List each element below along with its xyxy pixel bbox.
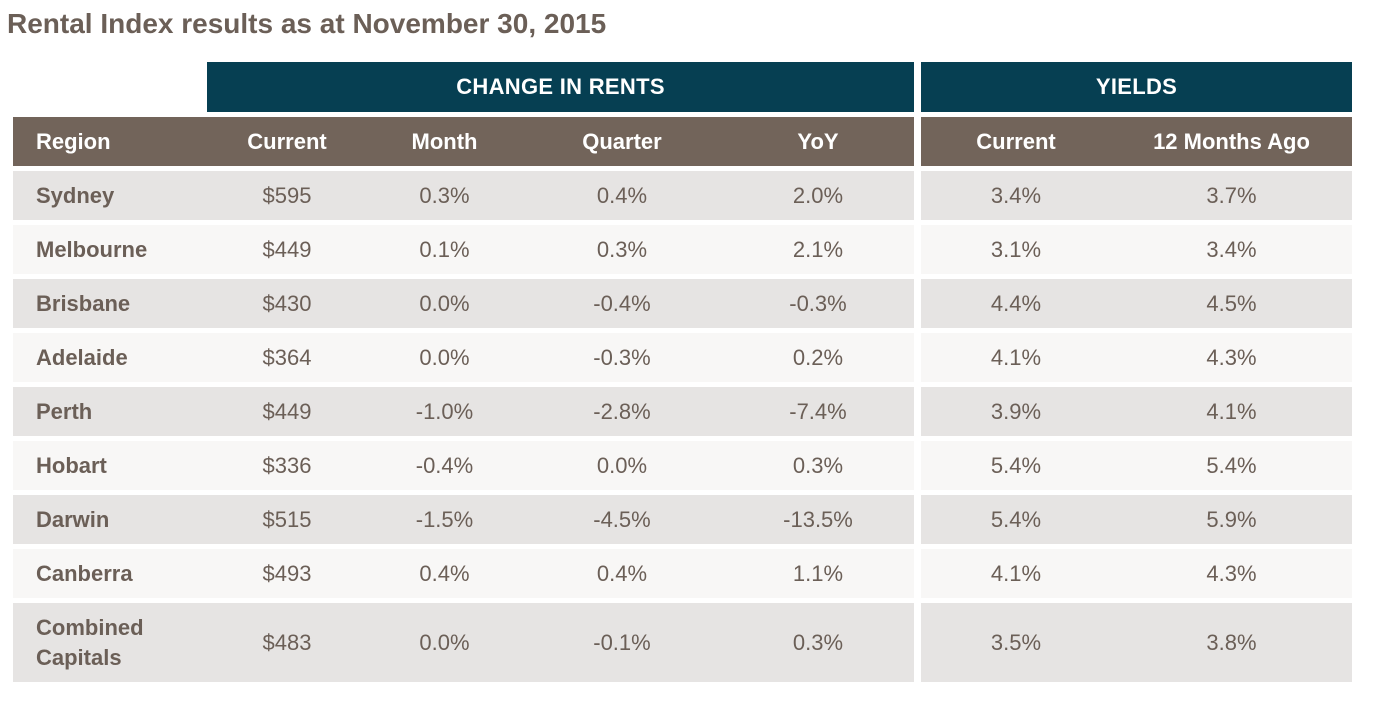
region-cell: Hobart xyxy=(36,452,107,478)
table-row: 4.1% 4.3% xyxy=(921,333,1352,382)
yoy-change-cell: 1.1% xyxy=(792,560,844,586)
table-row: Hobart $336 -0.4% 0.0% 0.3% xyxy=(13,441,914,490)
group-header-yields: YIELDS xyxy=(921,62,1352,112)
yoy-change-cell: 2.1% xyxy=(792,236,844,262)
current-rent-cell: $595 xyxy=(262,182,312,208)
yield-current-cell: 5.4% xyxy=(990,506,1042,532)
current-rent-cell: $493 xyxy=(262,560,312,586)
table-row: 3.5% 3.8% xyxy=(921,603,1352,682)
yield-12-months-ago-cell: 4.3% xyxy=(1206,344,1257,370)
current-rent-cell: $430 xyxy=(262,290,312,316)
region-cell: Sydney xyxy=(36,182,115,208)
month-change-cell: 0.1% xyxy=(419,236,470,262)
region-cell: Perth xyxy=(36,398,93,424)
rents-rows: Sydney $595 0.3% 0.4% 2.0% Melbourne $449 0.1% 0… xyxy=(13,171,914,682)
column-header-yield-current: Current xyxy=(976,128,1056,154)
quarter-change-cell: -0.1% xyxy=(593,629,651,655)
month-change-cell: -1.5% xyxy=(415,506,474,532)
yield-current-cell: 4.1% xyxy=(990,344,1042,370)
month-change-cell: 0.3% xyxy=(419,182,470,208)
yield-12-months-ago-cell: 3.8% xyxy=(1206,629,1257,655)
rents-column-header-row: Region Current Month Quarter YoY xyxy=(13,117,914,166)
month-change-cell: -1.0% xyxy=(415,398,474,424)
current-rent-cell: $449 xyxy=(262,236,312,262)
yield-12-months-ago-cell: 5.4% xyxy=(1206,452,1257,478)
table-row: Combined Capitals $483 0.0% -0.1% 0.3% xyxy=(13,603,914,682)
yields-column-header-row: Current 12 Months Ago xyxy=(921,117,1352,166)
yield-current-cell: 5.4% xyxy=(990,452,1042,478)
column-header-yield-12-months-ago: 12 Months Ago xyxy=(1153,128,1310,154)
yoy-change-cell: -13.5% xyxy=(783,506,853,532)
table-row: 5.4% 5.4% xyxy=(921,441,1352,490)
quarter-change-cell: -0.3% xyxy=(593,344,651,370)
table-row: Adelaide $364 0.0% -0.3% 0.2% xyxy=(13,333,914,382)
quarter-change-cell: 0.3% xyxy=(596,236,648,262)
region-cell: Combined Capitals xyxy=(36,614,144,670)
yield-current-cell: 3.9% xyxy=(990,398,1042,424)
yield-12-months-ago-cell: 4.5% xyxy=(1206,290,1257,316)
yoy-change-cell: 0.3% xyxy=(792,629,844,655)
yield-current-cell: 4.1% xyxy=(990,560,1042,586)
quarter-change-cell: -0.4% xyxy=(593,290,651,316)
yield-12-months-ago-cell: 4.1% xyxy=(1206,398,1257,424)
month-change-cell: -0.4% xyxy=(415,452,474,478)
region-cell: Brisbane xyxy=(36,290,131,316)
yield-current-cell: 3.1% xyxy=(990,236,1042,262)
table-row: 4.4% 4.5% xyxy=(921,279,1352,328)
table-row: 3.4% 3.7% xyxy=(921,171,1352,220)
table-row: Brisbane $430 0.0% -0.4% -0.3% xyxy=(13,279,914,328)
yield-current-cell: 3.4% xyxy=(990,182,1042,208)
yields-rows: 3.4% 3.7% 3.1% 3.4% 4.4% 4.5% 4.1% 4.3% 3.9% 4.1%… xyxy=(921,171,1352,682)
table-row: 5.4% 5.9% xyxy=(921,495,1352,544)
quarter-change-cell: -4.5% xyxy=(593,506,651,532)
quarter-change-cell: 0.4% xyxy=(596,560,648,586)
month-change-cell: 0.0% xyxy=(419,344,470,370)
yields-table: Current 12 Months Ago 3.4% 3.7% 3.1% 3.4% 4.… xyxy=(921,117,1352,682)
column-header-quarter: Quarter xyxy=(582,128,662,154)
current-rent-cell: $336 xyxy=(262,452,312,478)
region-cell: Canberra xyxy=(36,560,133,586)
current-rent-cell: $483 xyxy=(262,629,312,655)
table-row: Canberra $493 0.4% 0.4% 1.1% xyxy=(13,549,914,598)
yield-12-months-ago-cell: 5.9% xyxy=(1206,506,1257,532)
region-cell: Melbourne xyxy=(36,236,148,262)
column-header-current: Current xyxy=(247,128,327,154)
quarter-change-cell: 0.0% xyxy=(596,452,648,478)
table-row: Darwin $515 -1.5% -4.5% -13.5% xyxy=(13,495,914,544)
page-title: Rental Index results as at November 30, … xyxy=(7,8,607,39)
column-header-region: Region xyxy=(36,128,111,154)
rents-table: Region Current Month Quarter YoY Sydney $… xyxy=(13,117,914,682)
yoy-change-cell: 0.2% xyxy=(792,344,844,370)
yoy-change-cell: -7.4% xyxy=(789,398,847,424)
yield-12-months-ago-cell: 4.3% xyxy=(1206,560,1257,586)
current-rent-cell: $364 xyxy=(262,344,312,370)
yield-12-months-ago-cell: 3.7% xyxy=(1206,182,1257,208)
current-rent-cell: $449 xyxy=(262,398,312,424)
table-row: 4.1% 4.3% xyxy=(921,549,1352,598)
current-rent-cell: $515 xyxy=(262,506,312,532)
month-change-cell: 0.0% xyxy=(419,290,470,316)
column-header-month: Month xyxy=(411,128,478,154)
table-row: 3.1% 3.4% xyxy=(921,225,1352,274)
yoy-change-cell: -0.3% xyxy=(789,290,847,316)
yoy-change-cell: 0.3% xyxy=(792,452,844,478)
yoy-change-cell: 2.0% xyxy=(792,182,844,208)
month-change-cell: 0.4% xyxy=(419,560,470,586)
region-cell: Adelaide xyxy=(36,344,128,370)
table-row: Melbourne $449 0.1% 0.3% 2.1% xyxy=(13,225,914,274)
table-row: Perth $449 -1.0% -2.8% -7.4% xyxy=(13,387,914,436)
quarter-change-cell: 0.4% xyxy=(596,182,648,208)
region-cell: Darwin xyxy=(36,506,110,532)
month-change-cell: 0.0% xyxy=(419,629,470,655)
table-row: 3.9% 4.1% xyxy=(921,387,1352,436)
yield-current-cell: 3.5% xyxy=(990,629,1042,655)
yield-current-cell: 4.4% xyxy=(990,290,1042,316)
yield-12-months-ago-cell: 3.4% xyxy=(1206,236,1257,262)
column-header-yoy: YoY xyxy=(797,128,839,154)
group-header-change-in-rents: CHANGE IN RENTS xyxy=(207,62,914,112)
quarter-change-cell: -2.8% xyxy=(593,398,651,424)
table-row: Sydney $595 0.3% 0.4% 2.0% xyxy=(13,171,914,220)
